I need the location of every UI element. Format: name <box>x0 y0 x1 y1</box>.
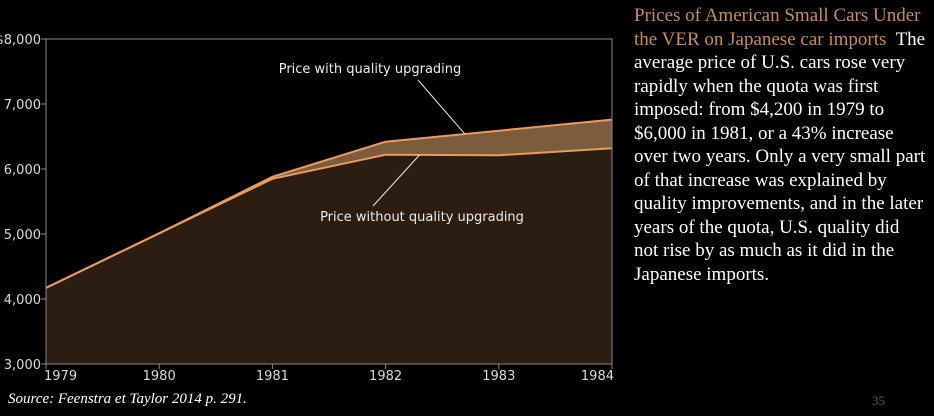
x-tick-label: 1984 <box>581 369 614 384</box>
source-citation: Source: Feenstra et Taylor 2014 p. 291. <box>8 391 247 407</box>
x-axis: 1979 1980 1981 1982 1983 1984 <box>44 364 614 384</box>
x-tick-label: 1980 <box>143 369 176 384</box>
y-tick-label: 4,000 <box>4 293 41 308</box>
annotation-with-quality: Price with quality upgrading <box>279 62 462 77</box>
caption-body: The average price of U.S. cars rose very… <box>634 28 926 285</box>
y-axis: 3,000 4,000 5,000 6,000 7,000 $8,000 <box>0 33 46 373</box>
x-tick-label: 1979 <box>44 369 77 384</box>
series-line-without-quality <box>45 147 613 289</box>
caption: Prices of American Small Cars Under the … <box>634 4 926 286</box>
y-tick-label: 5,000 <box>4 228 41 243</box>
annotation-without-quality: Price without quality upgrading <box>320 210 524 225</box>
y-tick-label: 3,000 <box>4 358 41 373</box>
y-tick-label: 7,000 <box>4 98 41 113</box>
page-number: 35 <box>872 393 885 408</box>
annotation-leader-without-quality <box>372 154 420 207</box>
x-tick-label: 1981 <box>256 369 289 384</box>
caption-title: Prices of American Small Cars Under the … <box>634 5 921 50</box>
without-quality-area <box>46 148 612 364</box>
price-chart: 3,000 4,000 5,000 6,000 7,000 $8,000 1979 1980… <box>0 33 614 384</box>
quality-upgrading-band <box>46 119 612 288</box>
y-tick-label: 6,000 <box>4 163 41 178</box>
annotation-leader-with-quality <box>417 79 466 135</box>
x-tick-label: 1983 <box>482 369 515 384</box>
x-tick-label: 1982 <box>369 369 402 384</box>
y-tick-label: $8,000 <box>0 33 41 48</box>
plot-frame <box>45 38 613 365</box>
